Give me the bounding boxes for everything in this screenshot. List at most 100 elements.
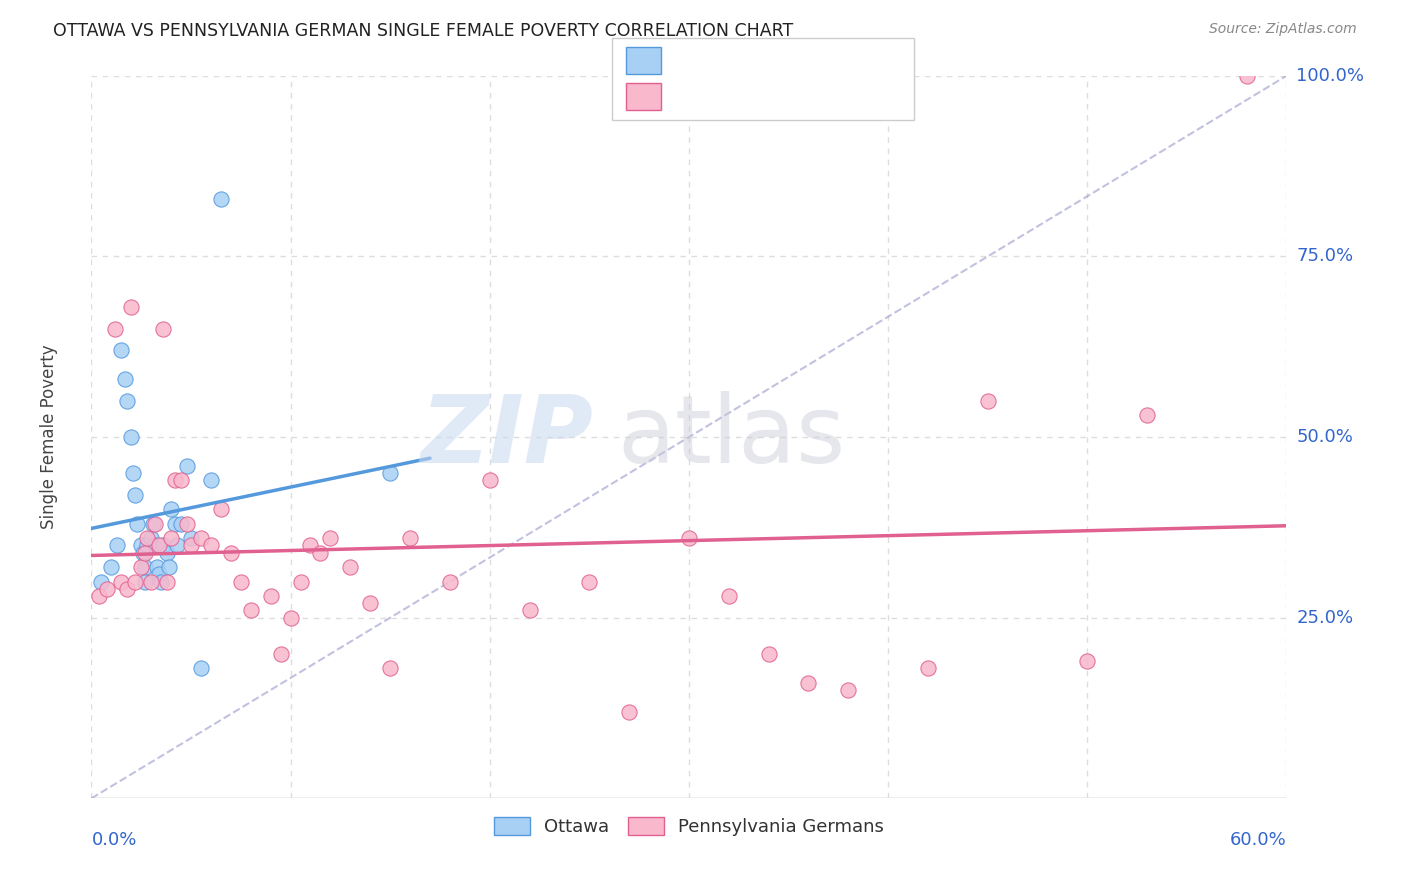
Point bbox=[180, 531, 202, 545]
Point bbox=[578, 574, 600, 589]
Point bbox=[163, 516, 186, 531]
Point bbox=[219, 546, 242, 560]
Point bbox=[378, 466, 402, 480]
Text: ZIP: ZIP bbox=[420, 391, 593, 483]
Point bbox=[90, 574, 112, 589]
Point bbox=[399, 531, 422, 545]
Point bbox=[110, 574, 132, 589]
Point bbox=[122, 466, 145, 480]
Text: R = 0.284   N = 52: R = 0.284 N = 52 bbox=[675, 87, 845, 105]
Point bbox=[837, 683, 859, 698]
Point bbox=[190, 531, 212, 545]
Point bbox=[229, 574, 252, 589]
Point bbox=[142, 516, 165, 531]
Point bbox=[110, 343, 132, 358]
Point bbox=[200, 539, 222, 553]
Point bbox=[190, 661, 212, 675]
Point bbox=[359, 596, 381, 610]
Point bbox=[104, 321, 127, 335]
Text: 25.0%: 25.0% bbox=[1296, 608, 1354, 627]
Point bbox=[309, 546, 332, 560]
Point bbox=[115, 393, 138, 408]
Text: 60.0%: 60.0% bbox=[1230, 830, 1286, 849]
Point bbox=[105, 539, 128, 553]
Point bbox=[120, 300, 142, 314]
Point bbox=[1076, 654, 1098, 668]
Point bbox=[148, 567, 170, 582]
Text: R = 0.164   N = 34: R = 0.164 N = 34 bbox=[675, 52, 845, 70]
Point bbox=[152, 321, 174, 335]
Point bbox=[439, 574, 461, 589]
Point bbox=[129, 560, 152, 574]
Point bbox=[152, 539, 174, 553]
Point bbox=[209, 192, 232, 206]
Point bbox=[163, 474, 186, 488]
Point bbox=[290, 574, 312, 589]
Point bbox=[89, 589, 111, 603]
Point bbox=[136, 531, 159, 545]
Text: 100.0%: 100.0% bbox=[1296, 67, 1364, 85]
Point bbox=[378, 661, 402, 675]
Point bbox=[176, 458, 198, 473]
Point bbox=[270, 647, 292, 661]
Point bbox=[160, 502, 183, 516]
Point bbox=[280, 610, 302, 624]
Point bbox=[96, 582, 118, 596]
Text: Source: ZipAtlas.com: Source: ZipAtlas.com bbox=[1209, 22, 1357, 37]
Point bbox=[120, 430, 142, 444]
Text: 50.0%: 50.0% bbox=[1296, 428, 1354, 446]
Point bbox=[180, 539, 202, 553]
Point bbox=[160, 531, 183, 545]
Point bbox=[129, 539, 152, 553]
Point bbox=[319, 531, 342, 545]
Point bbox=[132, 546, 155, 560]
Point bbox=[917, 661, 939, 675]
Point bbox=[678, 531, 700, 545]
Point bbox=[200, 474, 222, 488]
Point bbox=[124, 574, 146, 589]
Text: 0.0%: 0.0% bbox=[91, 830, 136, 849]
Point bbox=[150, 574, 173, 589]
Point bbox=[166, 539, 188, 553]
Point bbox=[134, 560, 156, 574]
Point bbox=[478, 474, 501, 488]
Text: atlas: atlas bbox=[617, 391, 845, 483]
Point bbox=[157, 560, 180, 574]
Point bbox=[143, 539, 166, 553]
Point bbox=[239, 603, 262, 617]
Point bbox=[115, 582, 138, 596]
Point bbox=[143, 516, 166, 531]
Text: OTTAWA VS PENNSYLVANIA GERMAN SINGLE FEMALE POVERTY CORRELATION CHART: OTTAWA VS PENNSYLVANIA GERMAN SINGLE FEM… bbox=[53, 22, 793, 40]
Point bbox=[100, 560, 122, 574]
Point bbox=[146, 560, 169, 574]
Text: Single Female Poverty: Single Female Poverty bbox=[39, 345, 58, 529]
Point bbox=[1236, 69, 1258, 83]
Point bbox=[170, 516, 193, 531]
Point bbox=[156, 574, 179, 589]
Point bbox=[114, 372, 136, 386]
Point bbox=[209, 502, 232, 516]
Point bbox=[717, 589, 740, 603]
Legend: Ottawa, Pennsylvania Germans: Ottawa, Pennsylvania Germans bbox=[486, 810, 891, 844]
Point bbox=[299, 539, 322, 553]
Point bbox=[141, 531, 162, 545]
Point bbox=[758, 647, 780, 661]
Point bbox=[259, 589, 281, 603]
Point bbox=[1136, 409, 1159, 423]
Point bbox=[976, 393, 998, 408]
Text: 75.0%: 75.0% bbox=[1296, 247, 1354, 266]
Point bbox=[148, 539, 170, 553]
Point bbox=[176, 516, 198, 531]
Point bbox=[127, 516, 149, 531]
Point bbox=[797, 675, 820, 690]
Point bbox=[519, 603, 541, 617]
Point bbox=[134, 574, 156, 589]
Point bbox=[134, 546, 156, 560]
Point bbox=[619, 705, 641, 719]
Point bbox=[136, 539, 159, 553]
Point bbox=[170, 474, 193, 488]
Point bbox=[156, 546, 179, 560]
Point bbox=[141, 574, 162, 589]
Point bbox=[339, 560, 361, 574]
Point bbox=[124, 488, 146, 502]
